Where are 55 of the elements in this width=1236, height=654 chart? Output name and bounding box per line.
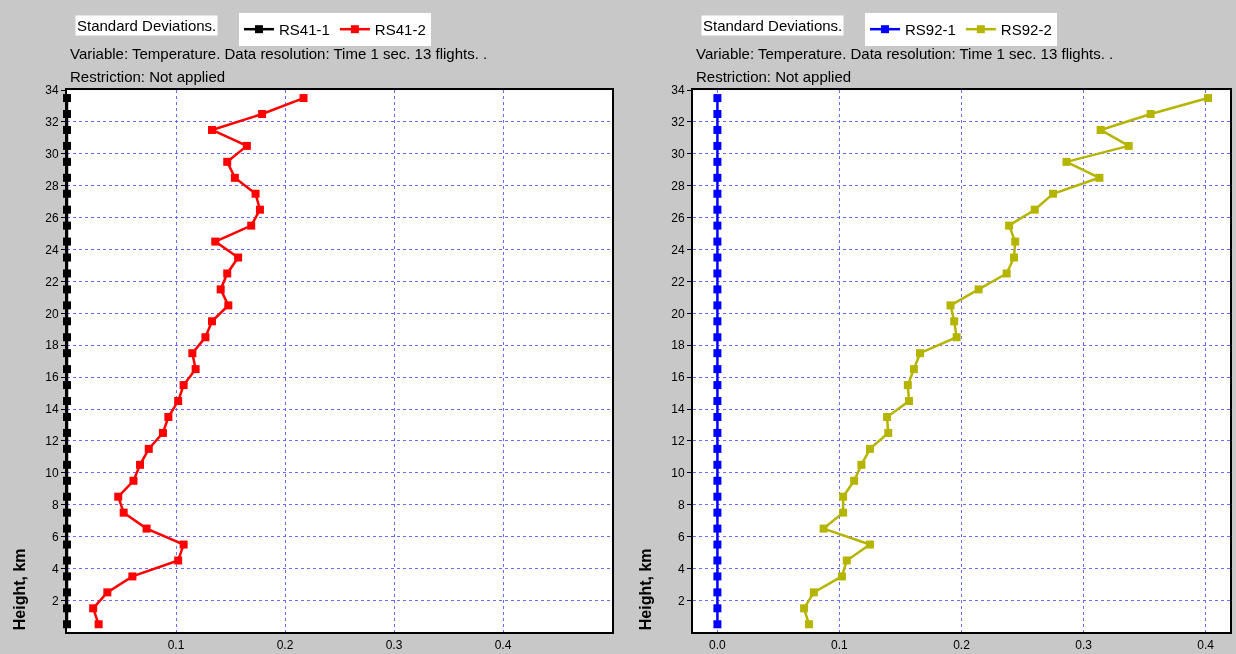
y-tick-label: 10 <box>45 465 59 480</box>
x-tick-label: 0.1 <box>831 637 849 652</box>
y-tick-label: 8 <box>677 497 685 512</box>
x-tick-label: 0.3 <box>385 637 403 652</box>
y-tick-label: 14 <box>45 402 59 417</box>
y-tick-label: 30 <box>671 147 685 162</box>
x-tick-label: 0.4 <box>494 637 512 652</box>
y-tick-label: 24 <box>45 242 59 257</box>
y-tick-label: 28 <box>45 178 59 193</box>
y-tick-label: 2 <box>51 593 59 608</box>
x-tick-label: 0.2 <box>953 637 971 652</box>
x-tick-label: 0.1 <box>167 637 185 652</box>
y-tick-label: 34 <box>671 83 685 98</box>
x-tick-label: 0.3 <box>1075 637 1093 652</box>
legend-label: RS92-2 <box>1000 21 1052 39</box>
chart-title: Standard Deviations. <box>703 17 843 34</box>
y-tick-label: 22 <box>671 274 685 289</box>
y-tick-label: 28 <box>671 178 685 193</box>
text: Restriction: Not applied <box>70 68 226 85</box>
y-tick-label: 16 <box>45 370 59 385</box>
y-tick-label: 32 <box>45 115 59 130</box>
y-tick-label: 16 <box>671 370 685 385</box>
legend-label: RS41-2 <box>374 21 426 39</box>
legend-label: RS41-1 <box>279 21 330 39</box>
y-tick-label: 18 <box>671 338 685 353</box>
chart-title: Standard Deviations. <box>77 17 217 34</box>
y-tick-label: 10 <box>671 465 685 480</box>
y-tick-label: 8 <box>51 497 59 512</box>
y-tick-label: 4 <box>677 561 685 576</box>
y-tick-label: 22 <box>45 274 59 289</box>
legend-label: RS92-1 <box>905 21 956 39</box>
chart-subtitle: Variable: Temperature. Data resolution: Time 1 sec. 13 flights. . <box>696 45 1114 62</box>
text: Restriction: Not applied <box>696 68 852 85</box>
y-tick-label: 6 <box>51 529 59 544</box>
y-axis-title: Height, km <box>10 548 28 631</box>
chart-subtitle: Variable: Temperature. Data resolution: Time 1 sec. 13 flights. . <box>70 45 488 62</box>
x-tick-label: 0.2 <box>276 637 294 652</box>
y-axis-title: Height, km <box>636 548 654 631</box>
y-tick-label: 24 <box>671 242 685 257</box>
y-tick-label: 26 <box>45 210 59 225</box>
y-tick-label: 26 <box>671 210 685 225</box>
x-tick-label: 0.4 <box>1197 637 1215 652</box>
y-tick-label: 34 <box>45 83 59 98</box>
y-tick-label: 32 <box>671 115 685 130</box>
y-tick-label: 20 <box>45 306 59 321</box>
y-tick-label: 18 <box>45 338 59 353</box>
y-tick-label: 30 <box>45 147 59 162</box>
y-tick-label: 4 <box>51 561 59 576</box>
y-tick-label: 12 <box>671 434 685 449</box>
y-tick-label: 20 <box>671 306 685 321</box>
x-tick-label: 0.0 <box>709 637 727 652</box>
y-tick-label: 2 <box>677 593 685 608</box>
y-tick-label: 12 <box>45 434 59 449</box>
y-tick-label: 14 <box>671 402 685 417</box>
y-tick-label: 6 <box>677 529 685 544</box>
